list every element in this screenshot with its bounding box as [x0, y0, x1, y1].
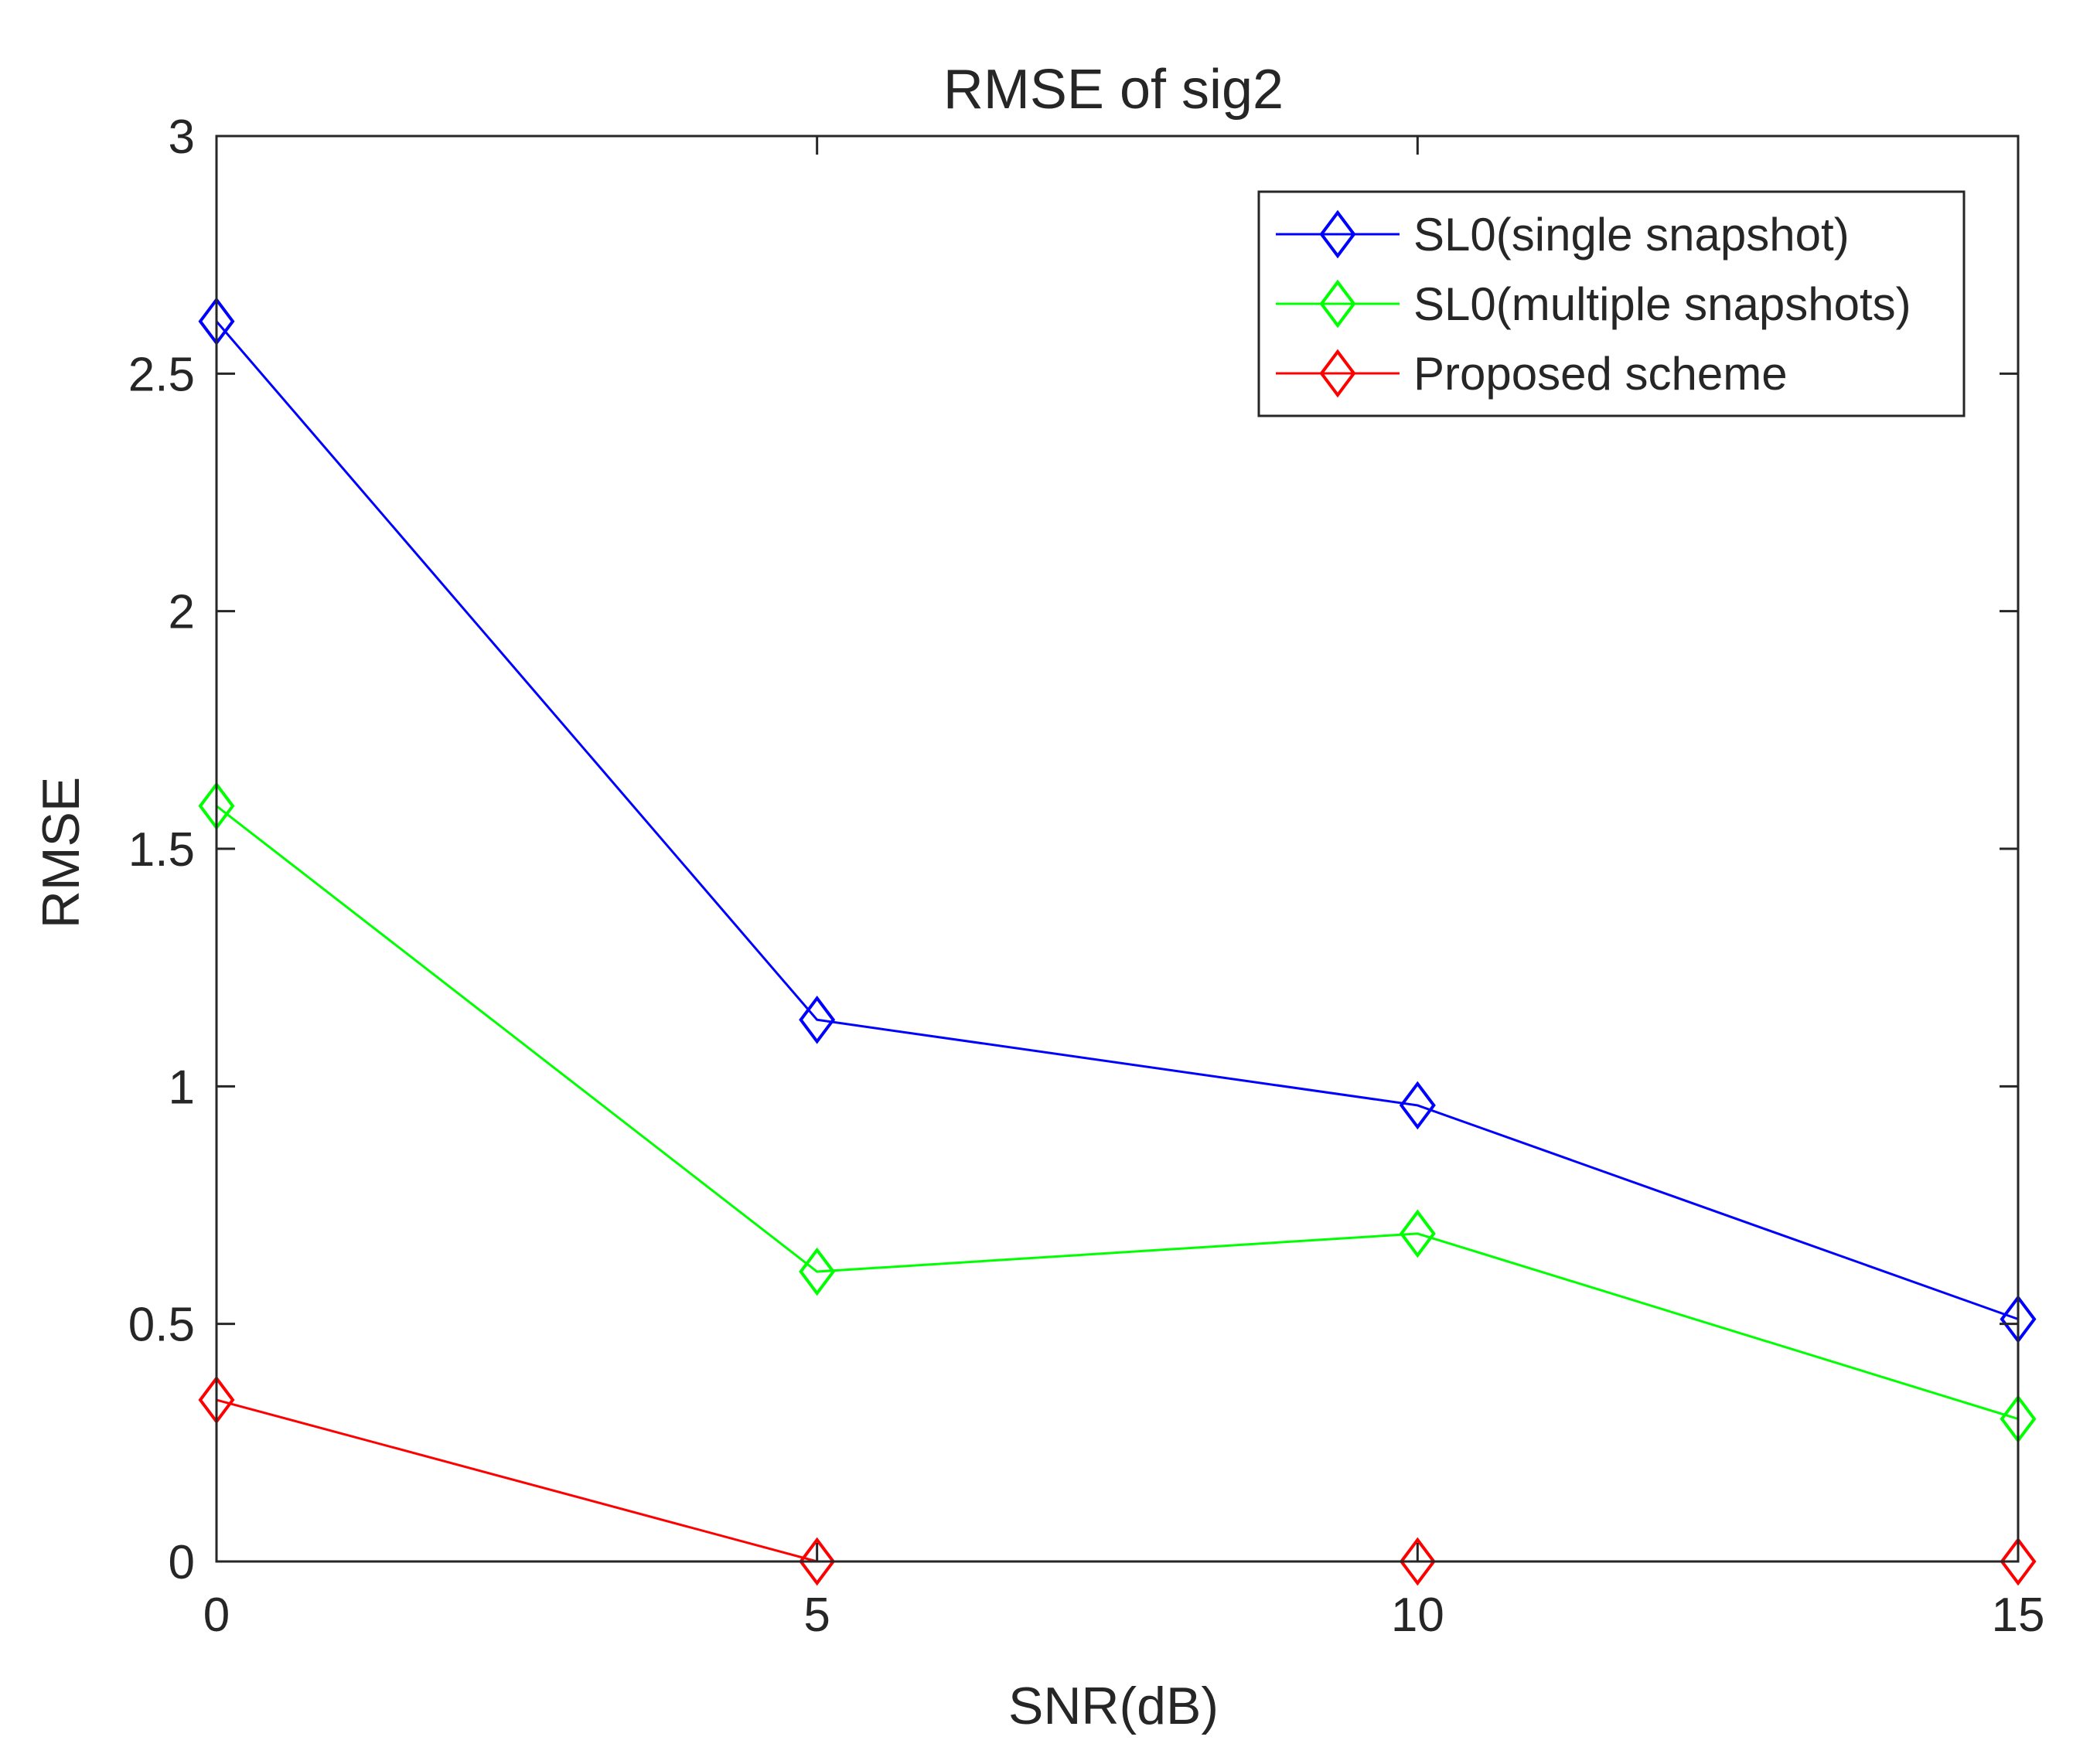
y-tick-label: 1.5 — [128, 823, 195, 877]
y-tick-label: 2.5 — [128, 348, 195, 401]
ticks-layer: 0 5 10 15 0 0.5 1 1.5 2 2.5 3 — [128, 111, 2045, 1642]
y-tick-label: 3 — [169, 111, 195, 164]
data-point-marker — [799, 1247, 836, 1296]
data-point-marker — [2000, 1537, 2037, 1586]
legend-marker — [1319, 349, 1356, 398]
data-point-marker — [799, 1537, 836, 1586]
y-tick-label: 1 — [169, 1061, 195, 1114]
legend-item: Proposed scheme — [1276, 348, 1788, 400]
data-point-marker — [1399, 1209, 1436, 1258]
y-tick-label: 0 — [169, 1536, 195, 1589]
data-point-marker — [1399, 1081, 1436, 1130]
chart-title: RMSE of sig2 — [943, 59, 1284, 121]
y-tick-label: 2 — [169, 586, 195, 639]
legend-marker — [1319, 279, 1356, 329]
legend-item: SL0(single snapshot) — [1276, 209, 1850, 261]
x-tick-label: 10 — [1391, 1589, 1444, 1642]
legend-label: SL0(multiple snapshots) — [1413, 278, 1911, 330]
legend-label: SL0(single snapshot) — [1413, 209, 1850, 261]
legend: SL0(single snapshot) SL0(multiple snapsho… — [1257, 190, 1966, 417]
x-tick-label: 0 — [203, 1589, 230, 1642]
legend-label: Proposed scheme — [1413, 348, 1788, 400]
legend-marker — [1319, 209, 1356, 259]
x-axis-title: SNR(dB) — [1008, 1677, 1219, 1735]
series-line — [216, 805, 2019, 1421]
series-line — [215, 320, 2019, 1320]
y-axis-title: RMSE — [32, 777, 90, 928]
y-tick-label: 0.5 — [128, 1299, 195, 1352]
x-tick-label: 5 — [803, 1589, 830, 1642]
x-tick-label: 15 — [1992, 1589, 2045, 1642]
data-point-marker — [1399, 1537, 1436, 1586]
data-point-marker — [799, 995, 836, 1044]
legend-item: SL0(multiple snapshots) — [1276, 278, 1911, 330]
